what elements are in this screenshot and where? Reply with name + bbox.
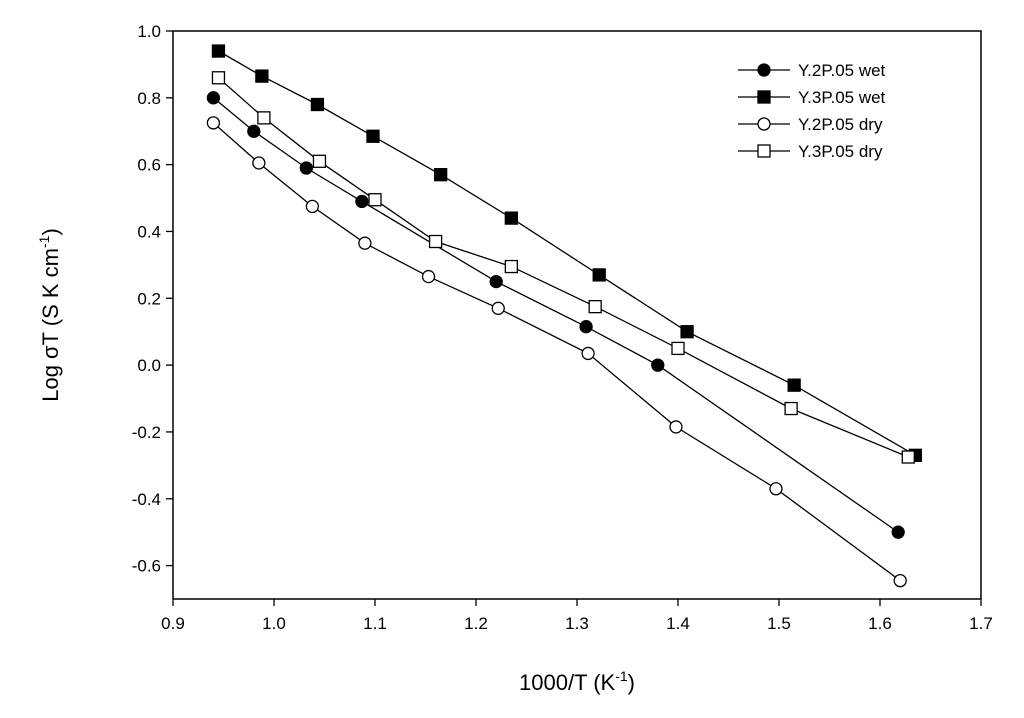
x-tick-label: 1.2 (464, 614, 488, 633)
data-point (312, 154, 327, 168)
legend-label: Y.3P.05 dry (798, 142, 883, 161)
x-axis: 0.9 1.0 1.1 1.2 1.3 1.4 1.5 1.6 1.7 (161, 599, 993, 633)
legend-label: Y.3P.05 wet (798, 88, 886, 107)
legend-entry: Y.2P.05 dry (738, 115, 883, 134)
data-point (211, 71, 226, 85)
y-tick-label: 0.8 (137, 89, 161, 108)
x-tick-label: 1.1 (363, 614, 387, 633)
data-point (355, 194, 369, 209)
series-3 (211, 71, 915, 464)
data-point (592, 268, 606, 282)
x-tick-label: 1.5 (767, 614, 791, 633)
y-tick-label: 0.0 (137, 356, 161, 375)
data-point (368, 193, 382, 207)
legend-marker (757, 117, 771, 131)
data-point (252, 156, 266, 170)
x-tick-label: 1.0 (262, 614, 286, 633)
y-axis-title: Log σT (S K cm-1) (36, 228, 63, 402)
x-axis-title: 1000/T (K-1) (519, 668, 635, 695)
data-point (504, 259, 519, 274)
data-point (491, 301, 505, 315)
data-point (489, 274, 503, 289)
series-layer (206, 44, 922, 588)
data-point (206, 91, 221, 105)
legend-marker (757, 144, 771, 158)
legend-marker (757, 90, 771, 104)
x-tick-label: 1.4 (666, 614, 690, 633)
data-point (421, 269, 436, 284)
series-line (217, 77, 909, 458)
series-line (218, 50, 916, 456)
data-point (255, 69, 269, 83)
data-point (891, 525, 905, 539)
y-tick-label: -0.6 (132, 557, 161, 576)
data-point (680, 325, 694, 339)
data-point (504, 211, 519, 225)
y-tick-label: 0.6 (137, 156, 161, 175)
data-point (893, 573, 907, 588)
data-point (433, 168, 448, 182)
data-point (247, 124, 261, 138)
legend: Y.2P.05 wet Y.3P.05 wet Y.2P.05 dry Y.3P.05… (738, 61, 886, 161)
legend-marker (757, 63, 771, 77)
y-axis: 1.0 0.8 0.6 0.4 0.2 0.0 -0.2 -0.4 -0.6 (132, 22, 173, 576)
x-tick-label: 1.3 (565, 614, 589, 633)
x-tick-label: 0.9 (161, 614, 185, 633)
data-point (579, 320, 593, 334)
data-point (784, 401, 798, 416)
legend-entry: Y.2P.05 wet (738, 61, 886, 80)
x-tick-label: 1.6 (868, 614, 892, 633)
data-point (669, 420, 683, 434)
data-point (428, 234, 443, 249)
data-point (310, 97, 325, 112)
data-point (299, 161, 313, 175)
series-1 (211, 44, 922, 462)
y-tick-label: 1.0 (137, 22, 161, 41)
series-2 (206, 116, 907, 588)
data-point (787, 378, 801, 392)
data-point (211, 44, 226, 58)
y-tick-label: -0.2 (132, 423, 161, 442)
y-tick-label: -0.4 (132, 490, 161, 509)
data-point (588, 299, 602, 314)
series-line (212, 122, 901, 582)
data-point (366, 129, 380, 143)
y-tick-label: 0.4 (137, 222, 161, 241)
x-tick-label: 1.7 (969, 614, 993, 633)
data-point (358, 236, 372, 250)
y-tick-label: 0.2 (137, 289, 161, 308)
data-point (651, 358, 665, 372)
series-0 (206, 91, 905, 539)
data-point (257, 111, 271, 125)
data-point (305, 199, 320, 214)
data-point (581, 346, 595, 361)
data-point (671, 341, 685, 356)
data-point (206, 116, 221, 130)
legend-entry: Y.3P.05 wet (738, 88, 886, 107)
data-point (769, 482, 783, 496)
legend-entry: Y.3P.05 dry (738, 142, 883, 161)
legend-label: Y.2P.05 dry (798, 115, 883, 134)
data-point (901, 450, 915, 464)
legend-label: Y.2P.05 wet (798, 61, 886, 80)
